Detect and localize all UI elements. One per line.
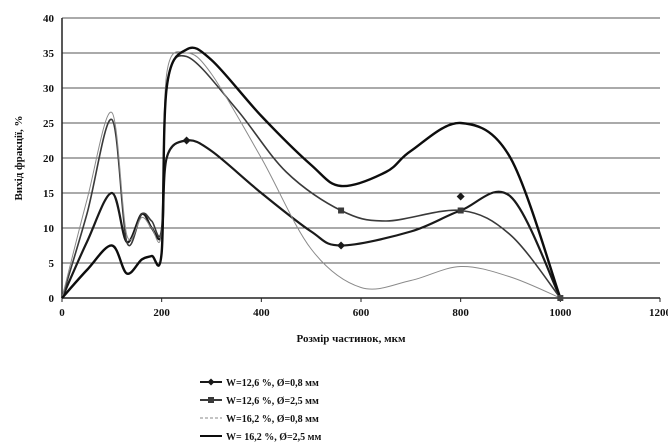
legend-item: W=12,6 %, Ø=0,8 мм: [200, 378, 319, 389]
legend-item: W=16,2 %, Ø=0,8 мм: [200, 414, 319, 425]
legend-label: W=12,6 %, Ø=0,8 мм: [226, 378, 319, 389]
data-marker: [456, 192, 465, 201]
x-tick-label: 1200: [649, 307, 668, 319]
series-line-3: [61, 51, 561, 299]
y-tick-label: 0: [49, 293, 55, 305]
series-line-2: [61, 54, 561, 299]
x-axis-label: Розмір частинок, мкм: [297, 333, 406, 345]
y-tick-label: 5: [49, 258, 55, 270]
legend: W=12,6 %, Ø=0,8 мм W=12,6 %, Ø=2,5 мм W=16…: [200, 378, 321, 443]
data-marker: [457, 207, 464, 214]
x-tick-label: 0: [59, 307, 65, 319]
legend-label: W=12,6 %, Ø=2,5 мм: [226, 396, 319, 407]
legend-item: W= 16,2 %, Ø=2,5 мм: [200, 432, 321, 443]
y-tick-label: 20: [43, 153, 55, 165]
legend-label: W=16,2 %, Ø=0,8 мм: [226, 414, 319, 425]
data-marker: [337, 241, 346, 250]
y-axis-label: Вихід фракції, %: [13, 115, 25, 200]
data-marker: [182, 136, 191, 145]
data-marker: [557, 295, 564, 301]
y-tick-label: 40: [43, 13, 55, 25]
series-line-4: [61, 46, 562, 299]
legend-label: W= 16,2 %, Ø=2,5 мм: [226, 432, 321, 443]
series-lines: [60, 46, 562, 299]
axes: [61, 18, 661, 302]
x-tick-label: 1000: [549, 307, 572, 319]
legend-item: W=12,6 %, Ø=2,5 мм: [200, 396, 319, 407]
y-tick-label: 35: [43, 48, 55, 60]
data-marker: [338, 207, 345, 214]
y-tick-label: 30: [43, 83, 55, 95]
x-tick-label: 400: [253, 307, 270, 319]
legend-marker: [208, 397, 214, 403]
x-tick-label: 800: [452, 307, 469, 319]
y-tick-label: 15: [43, 188, 55, 200]
x-tick-label: 200: [153, 307, 170, 319]
tick-labels: 0510152025303540020040060080010001200: [43, 13, 668, 319]
series-markers: [182, 136, 564, 301]
y-tick-label: 10: [43, 223, 55, 235]
series-line-1: [60, 139, 562, 299]
x-tick-label: 600: [353, 307, 370, 319]
y-tick-label: 25: [43, 118, 55, 130]
legend-marker: [207, 378, 215, 386]
